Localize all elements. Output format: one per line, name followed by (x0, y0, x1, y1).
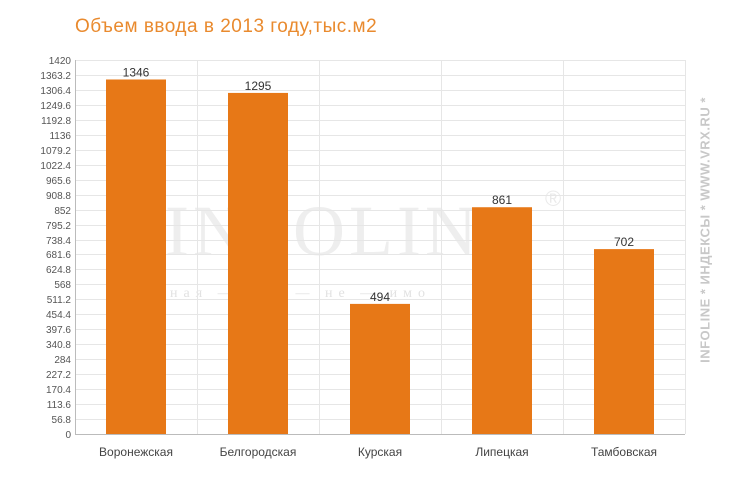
y-tick-label: 1192.8 (41, 116, 71, 127)
y-tick-label: 681.6 (46, 250, 71, 261)
x-tick-label: Белгородская (220, 445, 297, 459)
x-tick-label: Воронежская (99, 445, 173, 459)
y-tick-label: 454.4 (46, 310, 71, 321)
x-tick-label: Липецкая (475, 445, 528, 459)
y-tick-label: 0 (65, 430, 71, 441)
y-tick-label: 908.8 (46, 191, 71, 202)
y-tick-label: 1306.4 (40, 86, 71, 97)
bar-value-label: 861 (492, 193, 512, 207)
bar (350, 303, 410, 434)
labels: 0 56.8 113.6 170.4 227.2 284 340.8 397.6 454.4 51… (40, 56, 657, 459)
x-tick-label: Тамбовская (591, 445, 657, 459)
x-tick-label: Курская (358, 445, 402, 459)
bar (228, 92, 288, 434)
bar (472, 207, 532, 434)
bar (594, 249, 654, 434)
y-tick-label: 113.6 (47, 400, 72, 411)
chart-title: Объем ввода в 2013 году,тыс.м2 (75, 16, 378, 37)
bar-value-label: 494 (370, 290, 390, 304)
y-tick-label: 397.6 (46, 325, 71, 336)
y-tick-label: 738.4 (46, 236, 71, 247)
y-tick-label: 1022.4 (40, 161, 71, 172)
bars (106, 79, 654, 434)
y-tick-label: 965.6 (46, 176, 71, 187)
y-tick-label: 511.2 (47, 295, 72, 306)
y-tick-label: 227.2 (46, 370, 71, 381)
watermark-registered-mark: ® (545, 186, 562, 211)
y-tick-label: 170.4 (46, 385, 71, 396)
y-tick-label: 1420 (49, 56, 72, 67)
y-tick-label: 852 (54, 206, 71, 217)
y-tick-label: 340.8 (46, 340, 71, 351)
y-tick-label: 795.2 (46, 221, 71, 232)
y-tick-label: 284 (54, 355, 71, 366)
bar-value-label: 702 (614, 235, 634, 249)
watermark-logo: INFOLINE (165, 191, 529, 271)
bar-value-label: 1346 (123, 65, 150, 79)
y-tick-label: 624.8 (46, 265, 71, 276)
y-tick-label: 1363.2 (40, 71, 71, 82)
y-tick-label: 1249.6 (40, 101, 71, 112)
bar-value-label: 1295 (245, 79, 272, 93)
y-tick-label: 56.8 (52, 415, 72, 426)
side-vertical-text: INFOLINE * ИНДЕКСЫ * WWW.VRX.RU * (697, 97, 713, 363)
y-tick-label: 568 (54, 280, 71, 291)
bar (106, 79, 166, 434)
y-tick-label: 1079.2 (40, 146, 71, 157)
y-tick-label: 1136 (49, 131, 71, 142)
